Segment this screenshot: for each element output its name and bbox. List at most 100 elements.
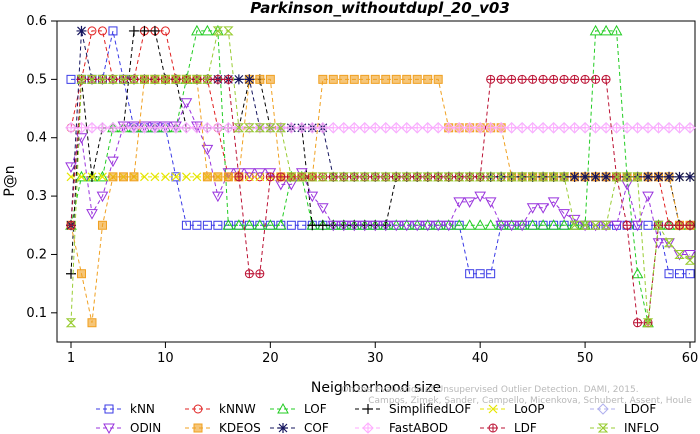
data-point [663,238,675,248]
data-point [537,122,549,134]
series-line [70,30,691,323]
data-point [495,220,508,232]
data-point [107,74,119,84]
series-inflo [65,26,696,328]
data-point [108,26,118,36]
data-point [579,122,591,134]
data-point [286,172,297,182]
data-point [117,121,130,133]
data-point [181,220,191,230]
legend-label: KDEOS [219,421,261,434]
legend-label: LoOP [514,402,545,416]
data-point [432,172,444,182]
data-point [234,172,244,182]
x-tick-label: 50 [577,351,594,366]
data-point [108,172,118,182]
data-point [171,172,181,182]
data-point [327,220,340,232]
data-point [149,122,161,134]
data-point [558,172,570,182]
legend-marker [363,404,373,414]
series-kdeos [66,74,695,328]
legend-item-inflo: INFLO [590,421,659,434]
data-point [433,74,443,84]
data-point [107,156,119,168]
data-point [463,197,476,208]
series-simplifiedlof [66,25,695,279]
data-point [65,122,77,134]
data-point [527,172,538,182]
legend-label: LOF [304,402,327,416]
data-point [76,74,87,84]
data-point [77,172,86,182]
data-point [642,122,654,134]
legend-label: SimplifiedLOF [389,402,471,416]
data-point [306,122,319,134]
data-point [170,74,182,84]
data-point [506,172,517,182]
data-point [317,122,329,134]
legend-marker [103,423,115,434]
data-point [297,220,307,230]
data-point [306,191,319,203]
data-point [684,122,696,134]
data-point [76,269,86,279]
data-point [255,269,265,279]
series-odin [65,98,696,261]
data-point [192,220,202,230]
data-point [570,74,580,84]
data-point [233,74,244,85]
legend-item-odin: ODIN [96,421,161,434]
data-point [412,74,422,84]
data-point [339,74,349,84]
data-point [631,122,644,134]
data-point [359,172,370,182]
data-point [402,74,412,84]
data-point [663,122,675,134]
data-point [474,191,487,203]
data-point [391,172,402,182]
data-point [128,74,140,84]
data-point [401,122,413,134]
legend: kNN kNNW LOF SimplifiedLOF LoOP LDOF ODIN KDEOS… [96,402,659,434]
series-line [71,30,690,275]
data-point [159,121,172,133]
data-point [244,123,255,133]
data-point [107,122,119,134]
data-point [139,25,150,36]
series-line [70,30,690,274]
data-point [191,122,203,134]
data-point [537,203,549,214]
data-point [664,220,674,230]
data-point [486,74,496,84]
data-point [265,172,275,182]
data-point [517,74,527,84]
data-point [589,24,602,36]
data-point [381,74,391,84]
data-point [526,219,539,230]
data-point [537,172,549,182]
data-point [453,219,466,230]
data-point [149,121,161,133]
data-point [87,26,97,36]
data-point [233,123,245,133]
data-point [255,74,265,84]
data-point [569,171,580,182]
y-tick-label: 0.2 [26,247,47,262]
data-point [580,171,591,182]
data-point [622,220,632,230]
data-point [664,171,675,182]
series-knn [66,26,695,279]
data-point [318,74,328,84]
y-tick-label: 0.5 [26,72,47,87]
data-point [369,220,382,232]
legend-item-fastabod: FastABOD [355,421,448,434]
data-point [674,171,685,182]
data-point [87,172,97,182]
legend-item-ldof: LDOF [590,402,656,416]
legend-item-knnw: kNNW [185,402,256,416]
data-point [128,121,140,133]
data-point [558,209,570,220]
data-point [316,203,329,214]
data-point [558,122,570,134]
